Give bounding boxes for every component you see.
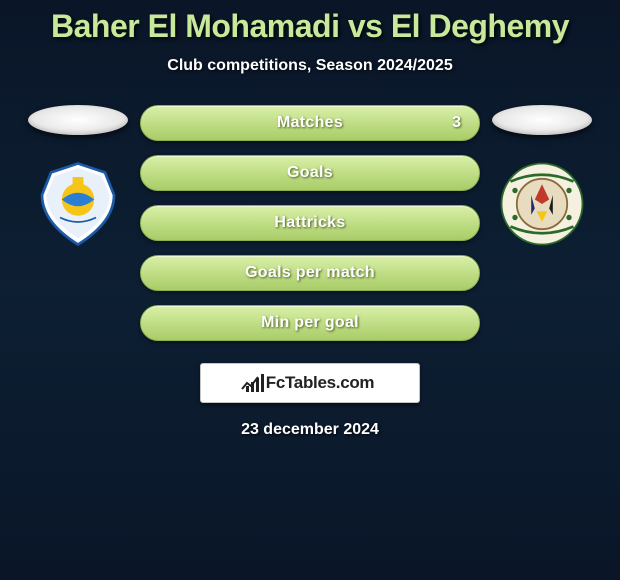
chart-line-icon <box>240 373 260 393</box>
stat-row-goals: Goals <box>140 155 480 191</box>
stat-label: Min per goal <box>261 314 359 332</box>
stat-label: Goals per match <box>245 264 375 282</box>
branding-text: FcTables.com <box>266 373 375 393</box>
club-crest-right <box>497 159 587 249</box>
date-label: 23 december 2024 <box>0 421 620 439</box>
branding-badge[interactable]: FcTables.com <box>200 363 420 403</box>
player-right-oval <box>492 105 592 135</box>
player-right-column <box>492 105 592 249</box>
stat-label: Goals <box>287 164 333 182</box>
stat-row-hattricks: Hattricks <box>140 205 480 241</box>
main-row: Matches 3 Goals Hattricks Goals per matc… <box>0 105 620 341</box>
stats-column: Matches 3 Goals Hattricks Goals per matc… <box>140 105 480 341</box>
page-title: Baher El Mohamadi vs El Deghemy <box>0 8 620 45</box>
stat-label: Hattricks <box>274 214 345 232</box>
player-left-column <box>28 105 128 249</box>
stat-label: Matches <box>277 114 343 132</box>
player-left-oval <box>28 105 128 135</box>
page-subtitle: Club competitions, Season 2024/2025 <box>0 57 620 75</box>
comparison-card: Baher El Mohamadi vs El Deghemy Club com… <box>0 0 620 439</box>
club-crest-left <box>33 159 123 249</box>
stat-value: 3 <box>452 114 461 132</box>
stat-row-goals-per-match: Goals per match <box>140 255 480 291</box>
stat-row-matches: Matches 3 <box>140 105 480 141</box>
stat-row-min-per-goal: Min per goal <box>140 305 480 341</box>
